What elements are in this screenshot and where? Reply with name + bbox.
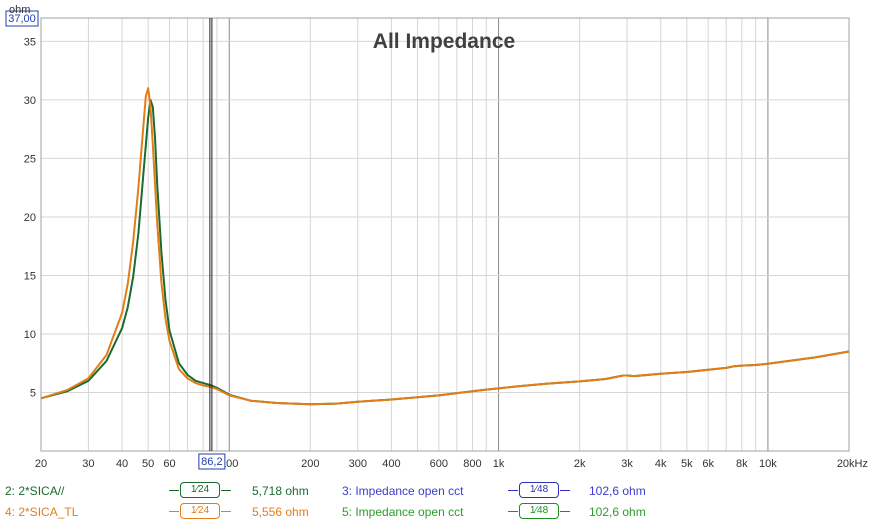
plot-frame	[40, 17, 850, 452]
legend-cursor-value: 5,718 ohm	[252, 484, 309, 498]
smoothing-label: 1⁄48	[529, 484, 549, 495]
x-tick-label: 40	[116, 458, 128, 470]
series-lines	[40, 87, 850, 406]
y-tick-label: 35	[24, 36, 36, 48]
legend-row-1: 2: 2*SICA// 1⁄24 5,718 ohm 3: Impedance …	[0, 481, 869, 501]
smoothing-button[interactable]: 1⁄24	[169, 503, 231, 519]
x-tick-label: 800	[463, 458, 481, 470]
cursor-y-label: 37,00	[8, 13, 36, 25]
cursor-x-box	[198, 453, 226, 470]
x-tick-label: 1k	[493, 458, 505, 470]
cursor-y-box	[5, 10, 39, 27]
legend-row-2: 4: 2*SICA_TL 1⁄24 5,556 ohm 5: Impedance…	[0, 502, 869, 522]
y-tick-label: 30	[24, 95, 36, 107]
x-tick-label: 4k	[655, 458, 667, 470]
y-tick-label: 20	[24, 212, 36, 224]
impedance-chart[interactable]: All Impedance 5 10 15 20 25 30 35 20 30 40 50 60 10…	[0, 0, 869, 480]
y-tick-label: 25	[24, 153, 36, 165]
smoothing-button[interactable]: 1⁄48	[508, 482, 570, 498]
x-tick-label: 8k	[736, 458, 748, 470]
x-tick-label: 200	[301, 458, 319, 470]
x-tick-label: 6k	[702, 458, 714, 470]
y-axis-unit: ohm	[9, 4, 30, 16]
legend-cursor-value: 102,6 ohm	[589, 505, 646, 519]
x-tick-label: 400	[382, 458, 400, 470]
grid	[40, 18, 850, 451]
smoothing-button[interactable]: 1⁄24	[169, 482, 231, 498]
x-tick-label: 20	[35, 458, 47, 470]
smoothing-button[interactable]: 1⁄48	[508, 503, 570, 519]
series-line-sica-tl	[40, 87, 850, 406]
y-axis-ticks: 5 10 15 20 25 30 35	[24, 36, 36, 399]
x-tick-label: 10k	[759, 458, 777, 470]
x-tick-label: 30	[82, 458, 94, 470]
y-tick-label: 5	[30, 387, 36, 399]
y-tick-label: 15	[24, 270, 36, 282]
legend-series-name[interactable]: 4: 2*SICA_TL	[5, 505, 79, 519]
legend-cursor-value: 102,6 ohm	[589, 484, 646, 498]
x-axis-ticks: 20 30 40 50 60 100 200 300 400 600 800 1k 2k 3k 4k 5k 6k…	[35, 458, 868, 470]
smoothing-label: 1⁄48	[529, 505, 549, 516]
x-tick-label: 3k	[621, 458, 633, 470]
x-tick-label: 50	[142, 458, 154, 470]
x-tick-label: 600	[430, 458, 448, 470]
cursor[interactable]: 86,2 37,00	[5, 10, 226, 470]
x-tick-label: 60	[163, 458, 175, 470]
x-tick-label: 5k	[681, 458, 693, 470]
smoothing-label: 1⁄24	[190, 484, 210, 495]
legend-series-name[interactable]: 2: 2*SICA//	[5, 484, 65, 498]
chart-title: All Impedance	[373, 30, 515, 53]
x-tick-label: 2k	[574, 458, 586, 470]
legend-series-name[interactable]: 5: Impedance open cct	[342, 505, 464, 519]
series-line-sica-parallel	[40, 98, 850, 406]
x-tick-label: 20kHz	[837, 458, 868, 470]
x-tick-label: 300	[349, 458, 367, 470]
y-tick-label: 10	[24, 329, 36, 341]
smoothing-label: 1⁄24	[190, 505, 210, 516]
legend-series-name[interactable]: 3: Impedance open cct	[342, 484, 464, 498]
cursor-x-label: 86,2	[201, 456, 222, 468]
legend-cursor-value: 5,556 ohm	[252, 505, 309, 519]
